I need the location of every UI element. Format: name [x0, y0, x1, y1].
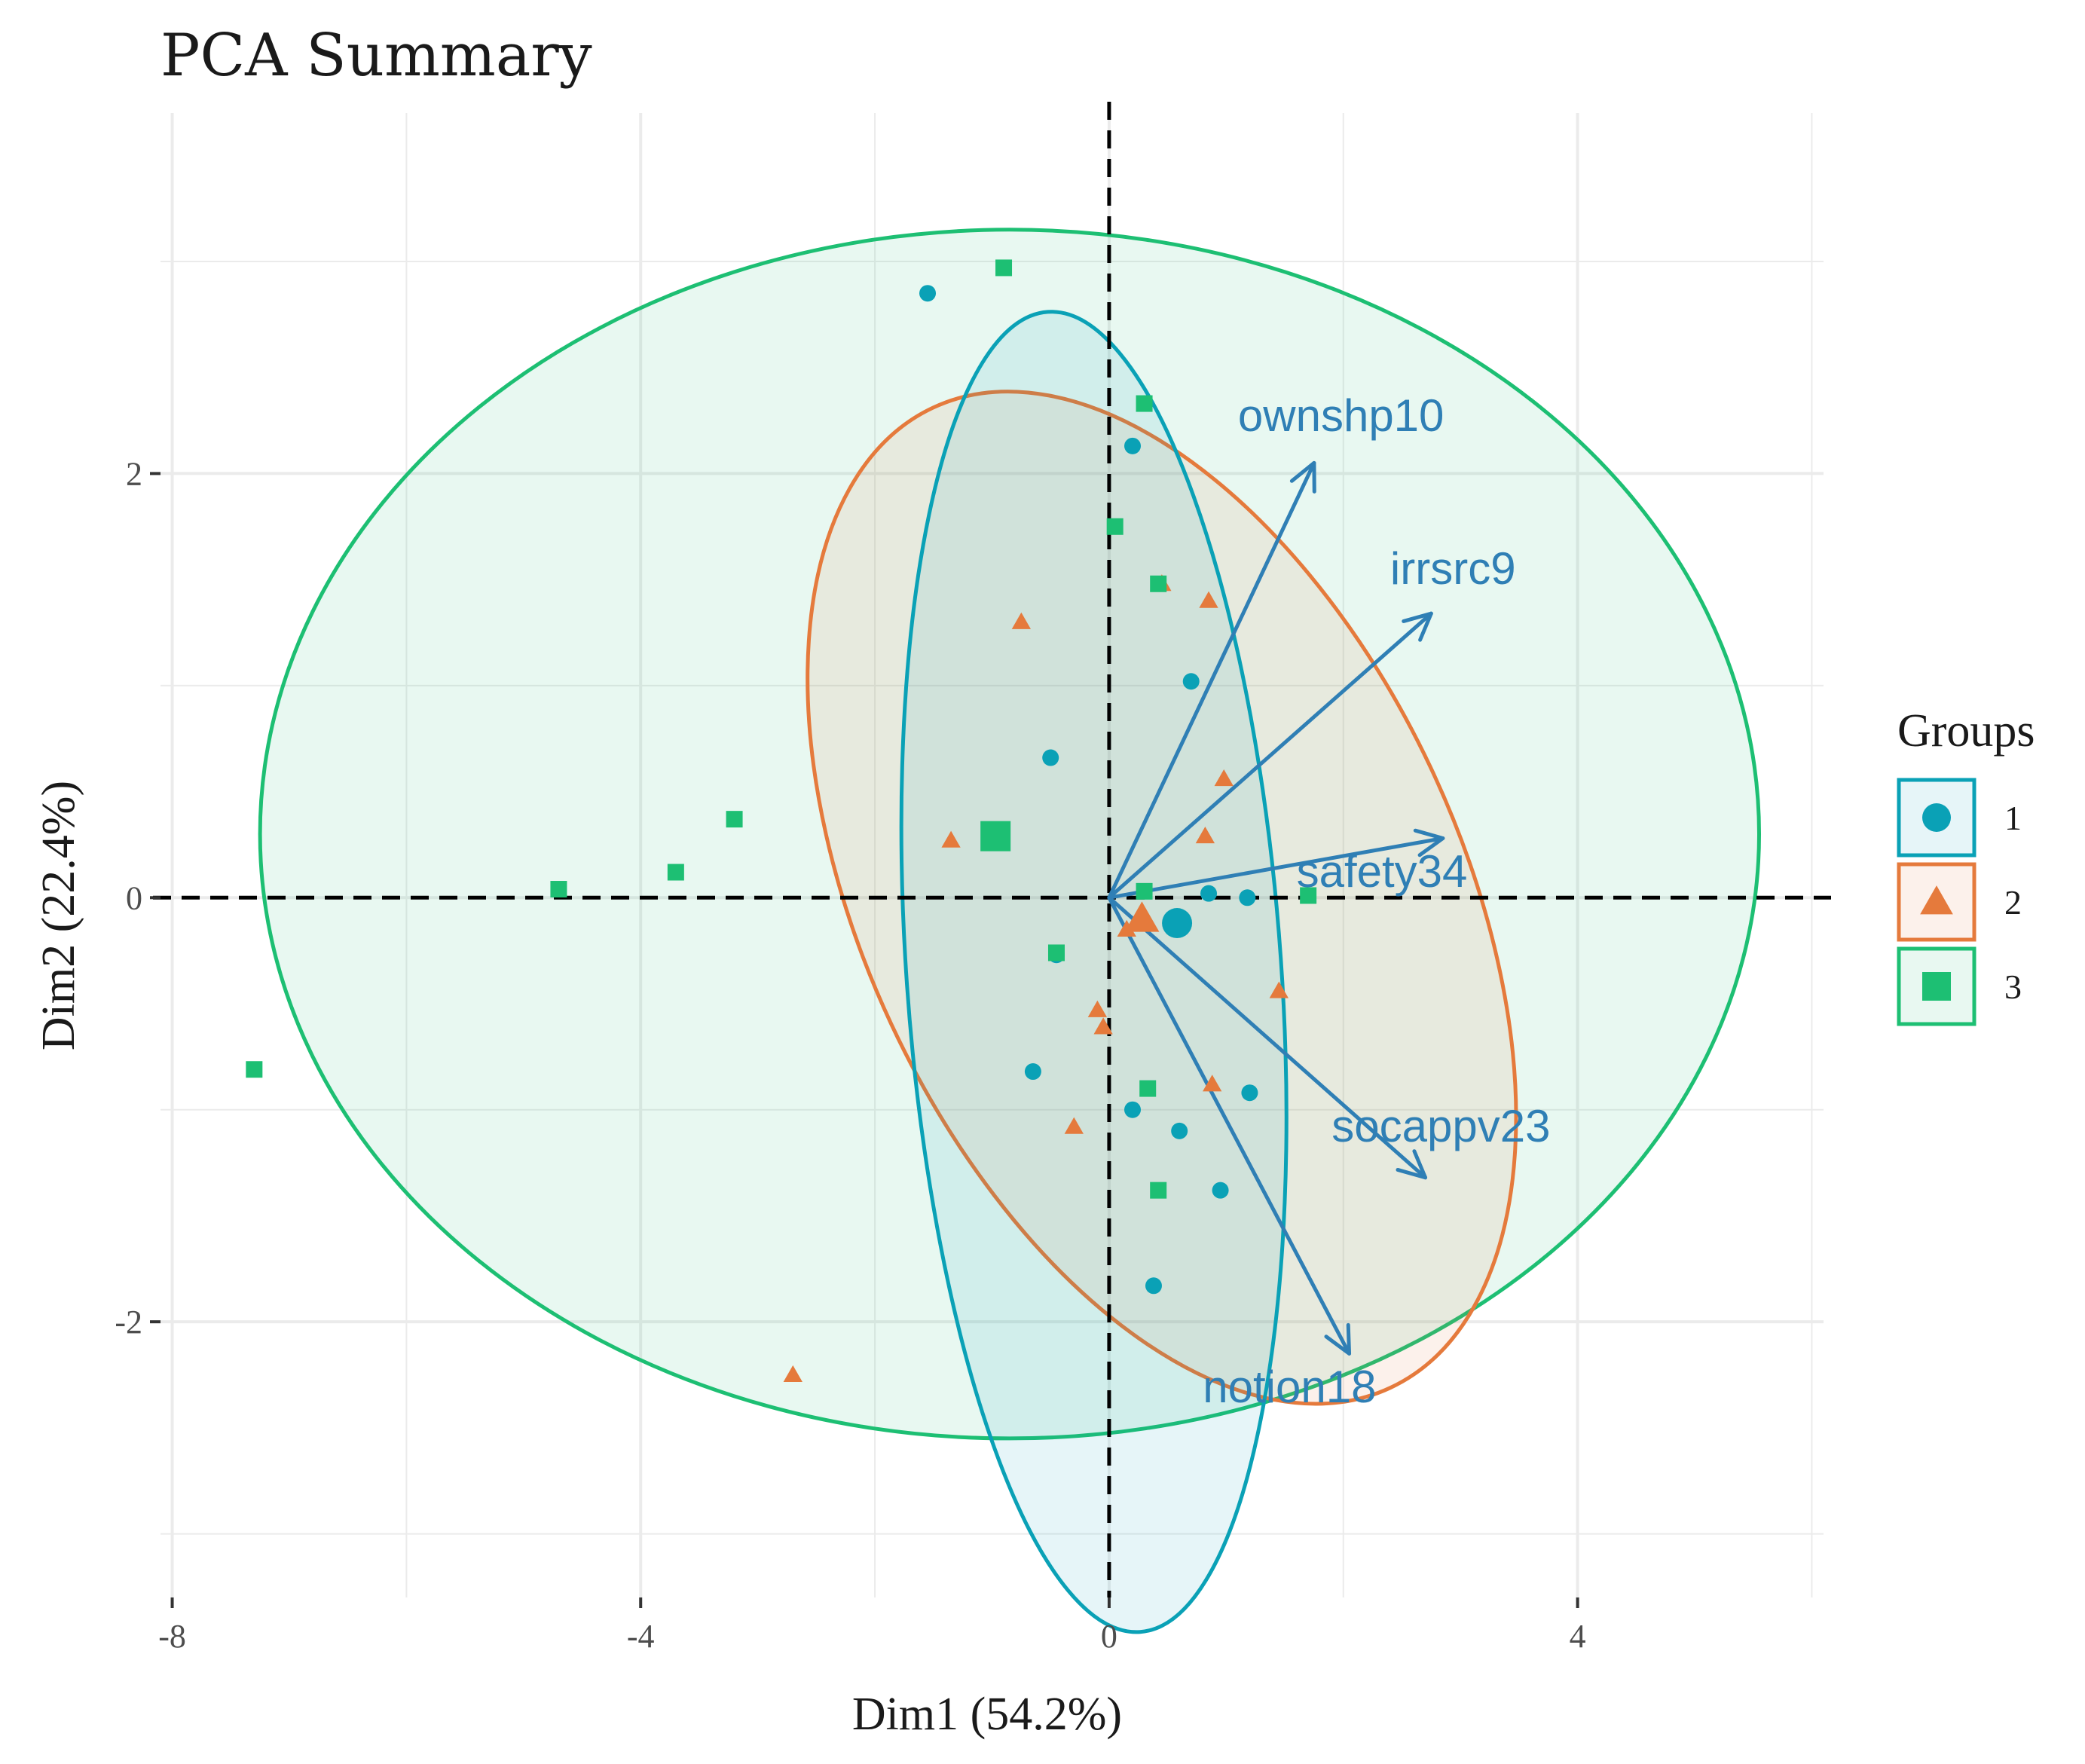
point-group-1	[1241, 1084, 1258, 1102]
point-group-2	[941, 830, 961, 848]
legend-symbol-3	[1922, 972, 1951, 1001]
variable-label-notion18: notion18	[1203, 1362, 1376, 1412]
point-group-2	[1064, 1117, 1084, 1134]
point-group-3	[726, 811, 743, 828]
point-group-2	[1093, 1017, 1113, 1035]
arrowhead-socappv23	[1396, 1149, 1428, 1180]
point-group-2	[1195, 827, 1215, 844]
legend-symbol-2	[1920, 885, 1953, 915]
legend-label-2: 2	[2004, 883, 2022, 922]
point-group-1	[1124, 1101, 1142, 1118]
arrowhead-safety34	[1413, 828, 1445, 858]
x-tick-label: -4	[627, 1618, 655, 1655]
point-group-2	[1269, 981, 1289, 998]
centroid-group-2	[1124, 901, 1160, 932]
point-group-3	[550, 881, 567, 898]
axis-ticks: -8 -4 0 4 -2 0 2	[115, 455, 1585, 1655]
point-group-1	[1182, 673, 1200, 690]
arrow-notion18	[1107, 895, 1352, 1356]
point-group-2	[1087, 1000, 1108, 1017]
legend: Groups 1 2 3	[1897, 705, 2035, 1026]
confidence-ellipses	[258, 228, 1762, 1634]
arrow-socappv23	[1107, 895, 1428, 1180]
point-group-1	[919, 285, 937, 302]
point-group-1	[1124, 437, 1142, 454]
point-group-3	[1150, 575, 1167, 592]
point-group-3	[1136, 395, 1153, 412]
point-group-2	[783, 1365, 803, 1382]
point-group-1	[1171, 1122, 1188, 1139]
point-group-3	[1150, 1182, 1167, 1199]
variable-arrows: ownshp10 irrsrc9 safety34 socappv23 notion18	[1107, 390, 1550, 1412]
point-group-3	[1106, 518, 1124, 535]
centroid-group-1	[1162, 908, 1193, 939]
centroid-group-3	[980, 821, 1011, 851]
point-group-3	[246, 1061, 263, 1078]
variable-label-irrsrc9: irrsrc9	[1390, 543, 1516, 594]
point-group-1	[1042, 749, 1059, 766]
arrow-irrsrc9	[1107, 611, 1433, 900]
y-tick-label: 2	[126, 455, 142, 492]
variable-label-ownshp10: ownshp10	[1238, 390, 1445, 441]
point-group-3	[1300, 887, 1317, 904]
point-group-2	[1011, 612, 1032, 629]
individual-points	[246, 259, 1317, 1382]
arrowhead-irrsrc9	[1402, 611, 1433, 642]
point-group-2	[1199, 591, 1218, 608]
x-axis-label: Dim1 (54.2%)	[852, 1689, 1122, 1740]
point-group-1	[1024, 1063, 1041, 1081]
variable-label-safety34: safety34	[1297, 846, 1468, 897]
point-group-1	[1212, 1182, 1229, 1199]
y-tick-label: 0	[126, 879, 142, 916]
arrowhead-notion18	[1324, 1322, 1352, 1356]
arrow-ownshp10	[1107, 460, 1316, 900]
y-tick-label: -2	[115, 1304, 142, 1341]
chart-title: PCA Summary	[161, 22, 592, 90]
point-group-3	[667, 864, 684, 881]
legend-title: Groups	[1897, 705, 2035, 757]
y-axis-label: Dim2 (22.4%)	[33, 781, 84, 1050]
point-group-3	[1136, 882, 1153, 900]
zero-lines	[153, 102, 1831, 1597]
point-group-3	[1139, 1080, 1157, 1097]
point-group-3	[1047, 944, 1065, 961]
point-group-1	[1145, 1277, 1162, 1295]
arrowhead-ownshp10	[1289, 460, 1316, 494]
point-group-2	[1203, 1075, 1222, 1092]
point-group-1	[1239, 889, 1256, 906]
arrow-safety34	[1107, 836, 1445, 900]
x-tick-label: -8	[158, 1618, 186, 1655]
x-tick-label: 0	[1101, 1618, 1117, 1655]
variable-label-socappv23: socappv23	[1331, 1101, 1550, 1151]
legend-symbol-1	[1922, 803, 1951, 832]
x-tick-label: 4	[1570, 1618, 1586, 1655]
point-group-3	[995, 259, 1013, 277]
point-group-2	[1214, 769, 1234, 787]
legend-label-3: 3	[2004, 968, 2022, 1006]
ellipse-group-1	[899, 310, 1289, 1634]
legend-label-1: 1	[2004, 799, 2022, 837]
point-group-1	[1200, 885, 1218, 902]
